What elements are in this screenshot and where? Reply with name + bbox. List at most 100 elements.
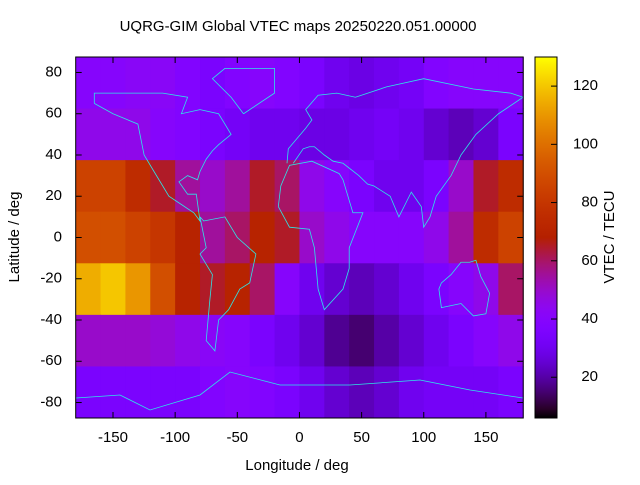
heatmap-cell xyxy=(125,57,151,110)
coastline xyxy=(93,92,232,223)
heatmap-cell xyxy=(274,57,300,110)
y-tick-label: 80 xyxy=(45,63,62,80)
heatmap-cell xyxy=(175,160,201,213)
heatmap-cell xyxy=(473,160,499,213)
heatmap-cell xyxy=(349,108,375,161)
heatmap-cell xyxy=(374,108,400,161)
heatmap-cell xyxy=(200,108,226,161)
heatmap-cell xyxy=(448,366,474,419)
heatmap-cell xyxy=(75,366,102,419)
heatmap-cell xyxy=(100,108,126,161)
heatmap-cell xyxy=(75,314,102,367)
heatmap-cell xyxy=(100,211,126,264)
heatmap-cell xyxy=(224,263,251,316)
heatmap-cell xyxy=(274,108,300,161)
heatmap-cell xyxy=(249,314,276,367)
y-axis-label: Latitude / deg xyxy=(6,192,23,283)
colorbar-tick-label: 120 xyxy=(573,77,598,94)
coastline xyxy=(75,371,524,411)
heatmap-cell xyxy=(423,108,450,161)
heatmap-cell xyxy=(274,314,300,367)
heatmap-cell xyxy=(150,57,176,110)
heatmap-cell xyxy=(324,263,350,316)
heatmap-cell xyxy=(473,314,499,367)
heatmap-cell xyxy=(349,366,375,419)
y-tick-label: 0 xyxy=(54,228,62,245)
heatmap-cell xyxy=(299,366,325,419)
heatmap-cell xyxy=(125,160,151,213)
x-tick-label: -50 xyxy=(226,429,248,446)
colorbar-tick-label: 60 xyxy=(581,252,598,269)
heatmap-cell xyxy=(200,314,226,367)
heatmap-cell xyxy=(150,263,176,316)
heatmap-cell xyxy=(224,366,251,419)
heatmap-cell xyxy=(175,366,201,419)
heatmap-cell xyxy=(175,57,201,110)
heatmap-cell xyxy=(398,211,425,264)
heatmap-cell xyxy=(150,211,176,264)
heatmap-cell xyxy=(299,211,325,264)
heatmap-cell xyxy=(125,366,151,419)
heatmap-cell xyxy=(374,263,400,316)
heatmap-cell xyxy=(274,263,300,316)
heatmap-cell xyxy=(498,57,524,110)
heatmap-cell xyxy=(324,160,350,213)
heatmap-cell xyxy=(274,211,300,264)
heatmap-cell xyxy=(299,108,325,161)
heatmap-cell xyxy=(150,108,176,161)
heatmap-cell xyxy=(75,57,102,110)
heatmap-cell xyxy=(398,314,425,367)
coastline xyxy=(199,216,257,352)
heatmap-cell xyxy=(125,314,151,367)
heatmap-cell xyxy=(423,314,450,367)
y-tick-label: 60 xyxy=(45,105,62,122)
y-tick-label: -40 xyxy=(40,311,62,328)
heatmap-cell xyxy=(349,160,375,213)
x-tick-label: 0 xyxy=(295,429,303,446)
heatmap-cell xyxy=(175,108,201,161)
heatmap-cell xyxy=(224,314,251,367)
heatmap-cell xyxy=(224,160,251,213)
heatmap-cell xyxy=(423,160,450,213)
heatmap-cell xyxy=(374,314,400,367)
heatmap-cell xyxy=(324,211,350,264)
heatmap-cell xyxy=(448,263,474,316)
heatmap-cell xyxy=(299,263,325,316)
heatmap-cell xyxy=(150,314,176,367)
colorbar-tick-label: 40 xyxy=(581,310,598,327)
heatmap-cell xyxy=(249,211,276,264)
heatmap-cell xyxy=(398,160,425,213)
heatmap-cell xyxy=(448,314,474,367)
y-tick-label: -60 xyxy=(40,352,62,369)
heatmap-cell xyxy=(324,57,350,110)
heatmap-cell xyxy=(374,366,400,419)
heatmap-cell xyxy=(324,108,350,161)
heatmap-cell xyxy=(224,108,251,161)
coastline xyxy=(277,160,364,311)
x-tick-label: 150 xyxy=(473,429,498,446)
heatmap-cell xyxy=(448,211,474,264)
heatmap-cell xyxy=(175,211,201,264)
plot-frame xyxy=(75,56,524,419)
colorbar-tick-label: 100 xyxy=(573,135,598,152)
heatmap-cell xyxy=(125,211,151,264)
heatmap-cell xyxy=(473,211,499,264)
heatmap-cell xyxy=(100,263,126,316)
heatmap-cell xyxy=(249,160,276,213)
heatmap-cell xyxy=(498,314,524,367)
heatmap-cell xyxy=(349,57,375,110)
x-tick-label: -150 xyxy=(98,429,128,446)
heatmap-cell xyxy=(249,366,276,419)
heatmap-cell xyxy=(398,108,425,161)
heatmap-cell xyxy=(100,57,126,110)
coastline xyxy=(211,68,275,115)
heatmap-cell xyxy=(100,366,126,419)
heatmap-cell xyxy=(100,160,126,213)
heatmap-cell xyxy=(274,366,300,419)
heatmap-cell xyxy=(249,263,276,316)
y-tick-label: -20 xyxy=(40,270,62,287)
heatmap-cell xyxy=(374,57,400,110)
heatmap-cell xyxy=(249,108,276,161)
heatmap-cell xyxy=(448,108,474,161)
heatmap-cell xyxy=(423,211,450,264)
